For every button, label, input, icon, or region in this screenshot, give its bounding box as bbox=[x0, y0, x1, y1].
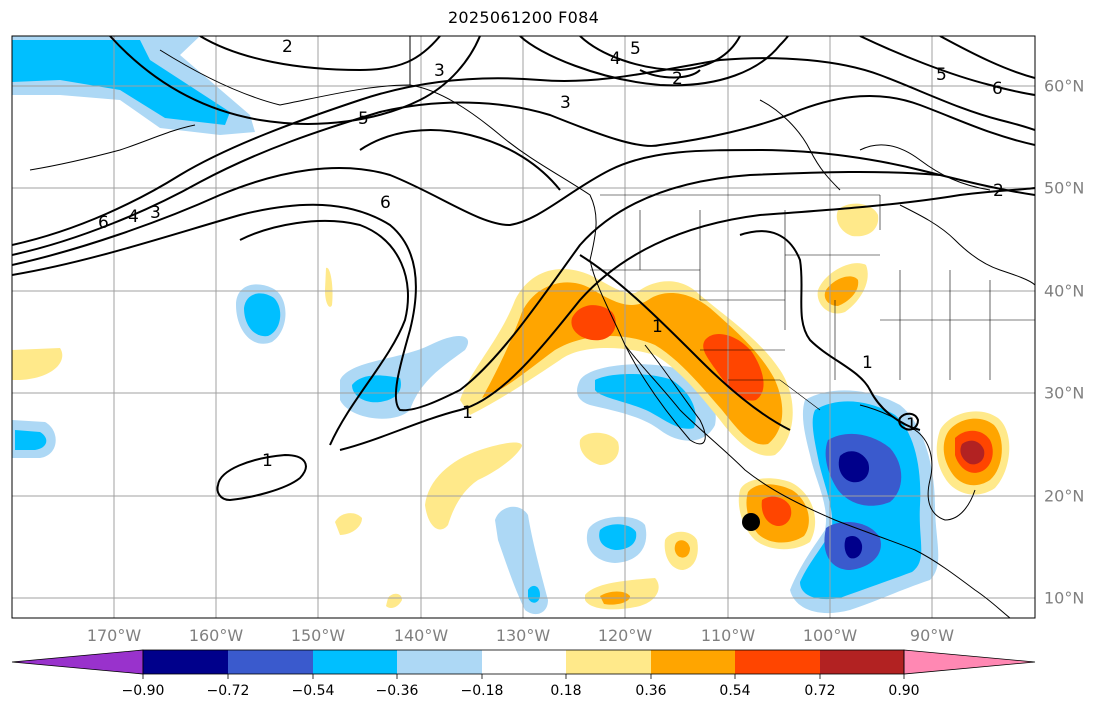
contour-label: 1 bbox=[262, 451, 273, 471]
location-marker bbox=[742, 513, 760, 531]
colorbar-segment bbox=[397, 650, 482, 674]
positive-anomaly-small-1 bbox=[579, 432, 619, 465]
negative-anomaly-mexico-navy bbox=[838, 451, 870, 483]
colorbar-segment bbox=[143, 650, 228, 674]
negative-anomaly-mexico-navy2 bbox=[844, 536, 863, 559]
colorbar-tick-label: 0.72 bbox=[804, 683, 836, 699]
negative-anomaly-small-9-core bbox=[599, 524, 637, 550]
contour-label: 4 bbox=[128, 207, 139, 227]
positive-anomaly-1 bbox=[12, 348, 63, 380]
colorbar-tick-label: −0.54 bbox=[291, 683, 335, 699]
lon-label: 90°W bbox=[909, 626, 955, 645]
colorbar-tick-label: −0.18 bbox=[460, 683, 504, 699]
positive-anomaly-gulf-dark bbox=[960, 440, 985, 465]
positive-anomaly-small-7 bbox=[836, 203, 879, 237]
colorbar-segment bbox=[651, 650, 735, 674]
contour-lines bbox=[12, 36, 1035, 502]
colorbar-segment bbox=[313, 650, 397, 674]
colorbar-tick-label: −0.36 bbox=[375, 683, 419, 699]
colorbar-segment bbox=[228, 650, 313, 674]
contour-label: 3 bbox=[560, 93, 571, 113]
negative-anomaly-baja-core bbox=[595, 374, 696, 429]
colorbar-tick-label: 0.18 bbox=[550, 683, 582, 699]
colorbar-tick-label: 0.90 bbox=[888, 683, 920, 699]
colorbar-tick-label: 0.36 bbox=[635, 683, 667, 699]
positive-anomaly-swus-red2 bbox=[703, 333, 764, 401]
contour-label: 3 bbox=[434, 61, 445, 81]
contour-label: 2 bbox=[993, 181, 1004, 201]
coastlines bbox=[29, 36, 1035, 618]
lon-label: 150°W bbox=[290, 626, 346, 645]
contour-label: 5 bbox=[358, 109, 369, 129]
positive-anomaly-streak bbox=[425, 442, 522, 530]
contour-label: 1 bbox=[652, 317, 663, 337]
lon-label: 120°W bbox=[597, 626, 653, 645]
contour-label: 1 bbox=[906, 415, 917, 435]
negative-anomaly-1-core bbox=[244, 293, 281, 337]
lon-label: 160°W bbox=[188, 626, 244, 645]
shaded-field bbox=[12, 36, 1010, 615]
positive-anomaly-small-4 bbox=[335, 513, 362, 535]
positive-anomaly-small-2-core bbox=[674, 540, 690, 558]
map-frame bbox=[11, 35, 1036, 619]
contour-label: 3 bbox=[150, 203, 161, 223]
colorbar-extend-high bbox=[903, 649, 1036, 675]
colorbar-segment bbox=[566, 650, 651, 674]
colorbar-tick-label: −0.72 bbox=[206, 683, 250, 699]
colorbar bbox=[11, 649, 1036, 679]
colorbar-segment bbox=[735, 650, 820, 674]
positive-anomaly-small-5 bbox=[325, 267, 333, 307]
negative-anomaly-streak-core bbox=[528, 585, 540, 603]
colorbar-extend-low bbox=[11, 649, 144, 675]
lon-label: 130°W bbox=[495, 626, 551, 645]
contour-label: 6 bbox=[98, 213, 109, 233]
positive-anomaly-pacific-mex-red bbox=[761, 496, 792, 526]
positive-anomaly-swus-orange bbox=[482, 282, 783, 445]
lat-label: 60°N bbox=[1044, 76, 1085, 96]
lon-label: 100°W bbox=[802, 626, 858, 645]
negative-anomaly-2-core bbox=[352, 375, 401, 403]
positive-anomaly-swus-red1 bbox=[571, 305, 616, 341]
contour-label: 1 bbox=[462, 403, 473, 423]
lat-label: 40°N bbox=[1044, 281, 1085, 301]
state-borders bbox=[590, 194, 1035, 411]
contour-label: 5 bbox=[630, 39, 641, 59]
lon-label: 110°W bbox=[700, 626, 756, 645]
lat-label: 30°N bbox=[1044, 383, 1085, 403]
negative-anomaly-nw-core bbox=[12, 40, 230, 125]
lat-label: 10°N bbox=[1044, 588, 1085, 608]
colorbar-tick-label: 0.54 bbox=[719, 683, 751, 699]
map-title: 2025061200 F084 bbox=[447, 8, 600, 27]
lat-label: 20°N bbox=[1044, 486, 1085, 506]
lat-label: 50°N bbox=[1044, 178, 1085, 198]
colorbar-segment bbox=[482, 650, 566, 674]
lon-label: 140°W bbox=[393, 626, 449, 645]
contour-label: 4 bbox=[610, 49, 621, 69]
colorbar-tick-label: −0.90 bbox=[121, 683, 165, 699]
contour-label: 6 bbox=[992, 79, 1003, 99]
positive-anomaly-small-6 bbox=[386, 593, 402, 608]
lon-label: 170°W bbox=[86, 626, 142, 645]
graticule bbox=[12, 36, 1035, 618]
negative-anomaly-3-core bbox=[15, 430, 47, 450]
contour-label: 6 bbox=[380, 193, 391, 213]
colorbar-segment bbox=[820, 650, 904, 674]
contour-labels: 2 3 4 5 2 3 5 6 2 6 4 3 5 6 1 1 1 1 1 bbox=[98, 37, 1004, 471]
contour-label: 2 bbox=[672, 69, 683, 89]
contour-label: 5 bbox=[936, 65, 947, 85]
contour-label: 2 bbox=[282, 37, 293, 57]
contour-label: 1 bbox=[862, 353, 873, 373]
